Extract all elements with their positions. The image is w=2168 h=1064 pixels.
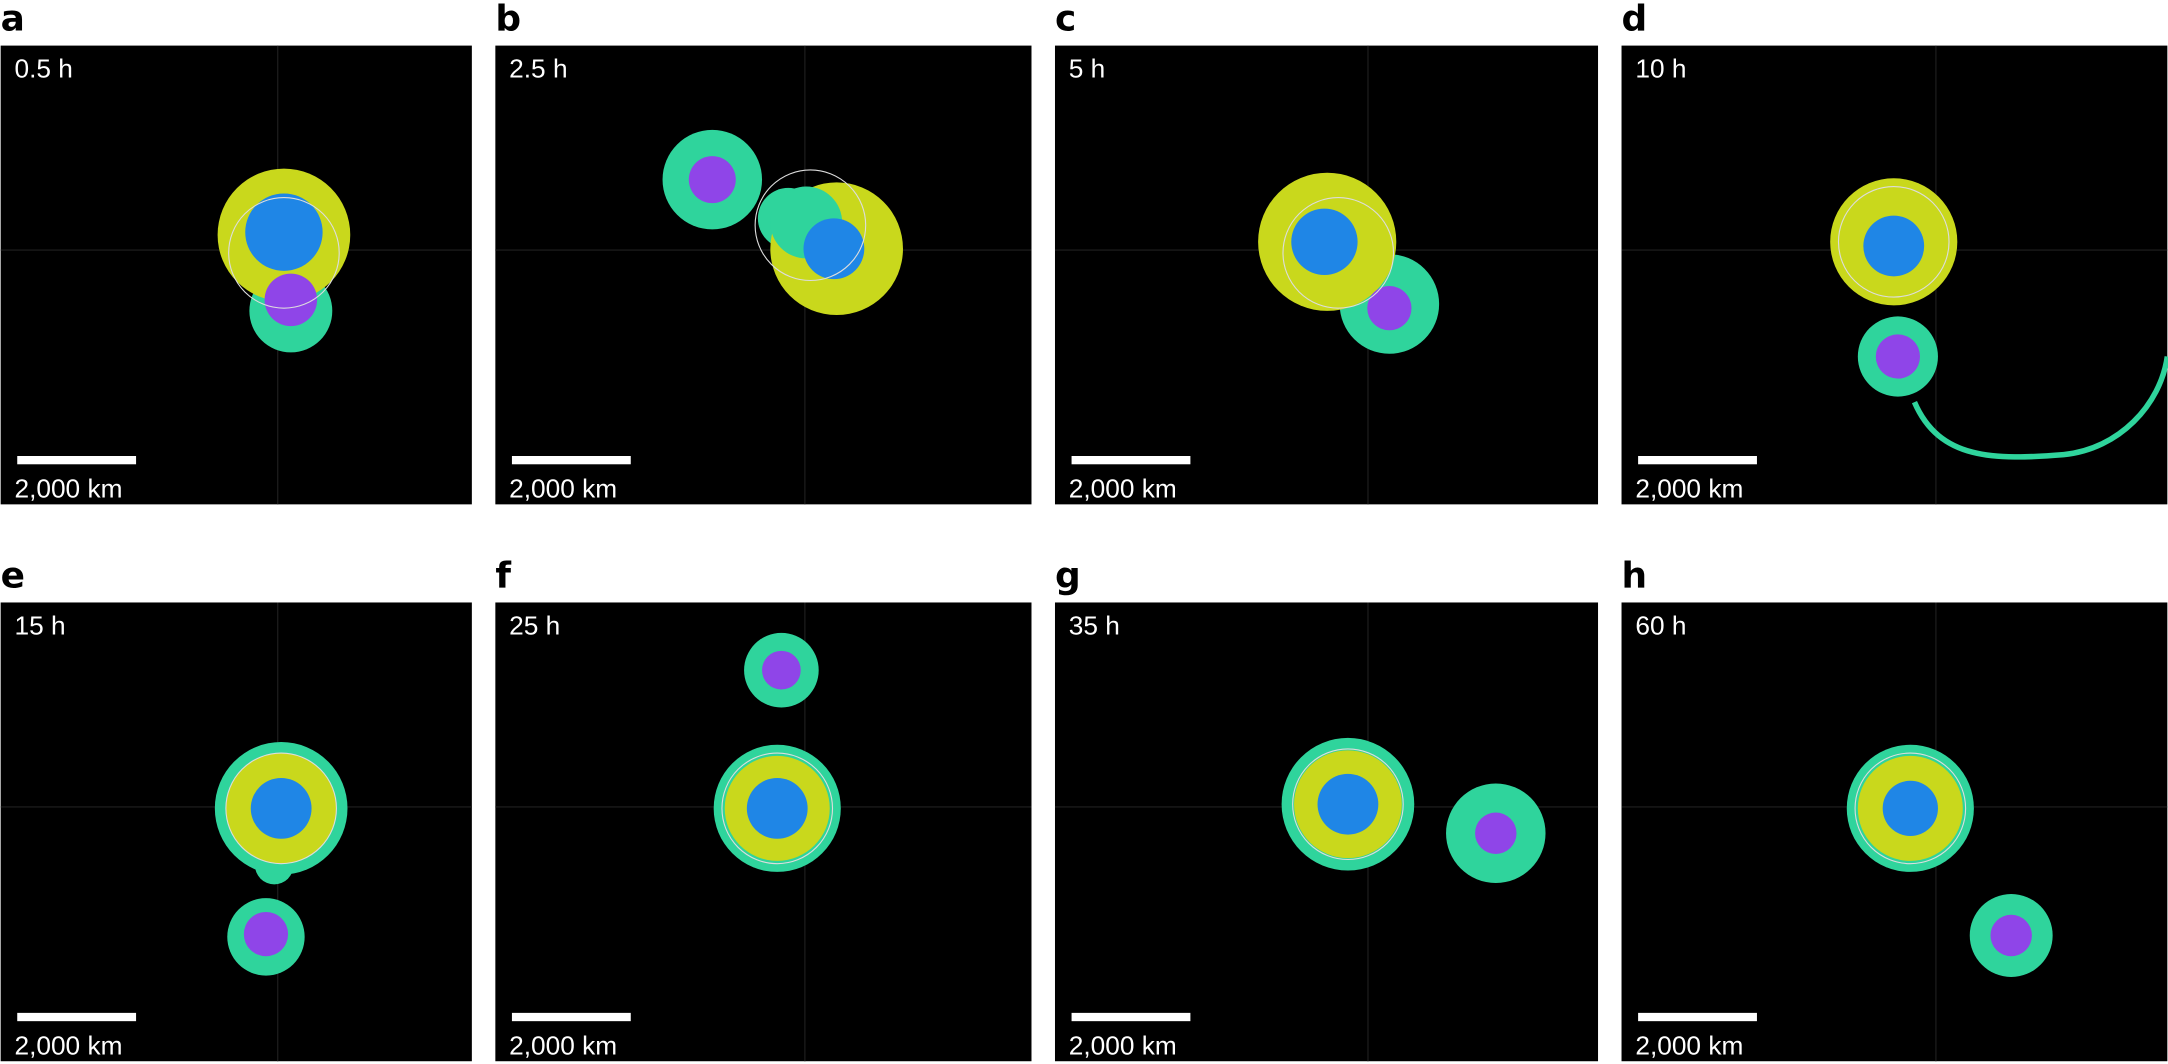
scale-label: 2,000 km — [1635, 1030, 1743, 1060]
panel-letter: f — [495, 555, 511, 596]
panel: 0.5 h 2,000 km — [0, 45, 472, 505]
scale-bar — [1638, 1012, 1757, 1022]
reference-ring — [754, 169, 867, 282]
time-label: 5 h — [1069, 53, 1106, 83]
scale-label: 2,000 km — [1069, 473, 1177, 503]
scale-bar — [17, 456, 137, 465]
scale-label: 2,000 km — [14, 1030, 122, 1060]
panel-background — [495, 45, 1032, 505]
reference-ring — [1292, 748, 1404, 861]
body-layer — [250, 777, 312, 839]
panel-letter: c — [1055, 0, 1076, 39]
reference-ring — [1837, 185, 1950, 298]
panel-letter: e — [1, 555, 25, 596]
body-layer — [1875, 334, 1920, 379]
reference-ring — [228, 197, 340, 309]
scale-bar — [1638, 456, 1757, 465]
panel-letter: d — [1622, 0, 1648, 39]
time-label: 15 h — [14, 610, 65, 640]
panel: 5 h 2,000 km — [1054, 45, 1599, 505]
body-layer — [1367, 286, 1412, 331]
panel-letter: h — [1622, 555, 1648, 596]
panel: 25 h 2,000 km — [495, 602, 1032, 1062]
body-layer — [243, 912, 289, 957]
panel-letter: b — [495, 0, 521, 39]
scale-bar — [1071, 1012, 1191, 1022]
reference-ring — [225, 752, 337, 865]
panel: 35 h 2,000 km — [1054, 602, 1599, 1062]
body-layer — [1882, 780, 1938, 836]
reference-ring — [1854, 752, 1967, 865]
time-label: 2.5 h — [509, 53, 567, 83]
scale-label: 2,000 km — [1635, 473, 1743, 503]
body-layer — [762, 650, 801, 690]
body-layer — [1990, 914, 2032, 957]
body-layer — [1317, 773, 1379, 835]
scale-label: 2,000 km — [14, 473, 122, 503]
body-layer — [803, 218, 865, 280]
time-label: 60 h — [1635, 610, 1686, 640]
panel-letter: a — [1, 0, 25, 39]
scale-bar — [1071, 456, 1191, 465]
body-layer — [1475, 812, 1517, 854]
body-layer — [688, 156, 736, 204]
body-layer — [1863, 215, 1925, 277]
scale-bar — [511, 456, 631, 465]
scale-label: 2,000 km — [509, 1030, 617, 1060]
reference-ring — [1282, 197, 1395, 309]
time-label: 10 h — [1635, 53, 1686, 83]
body-layer — [746, 777, 808, 839]
panel: 60 h 2,000 km — [1621, 602, 2168, 1062]
scale-label: 2,000 km — [509, 473, 617, 503]
time-label: 0.5 h — [14, 53, 72, 83]
reference-ring — [721, 752, 834, 865]
scale-label: 2,000 km — [1069, 1030, 1177, 1060]
body-layer — [264, 273, 318, 327]
debris-tail — [1911, 356, 2168, 460]
panel: 15 h 2,000 km — [0, 602, 472, 1062]
body-layer — [1291, 208, 1358, 275]
panel: 2.5 h 2,000 km — [495, 45, 1032, 505]
panel-letter: g — [1055, 555, 1081, 596]
panel: 10 h 2,000 km — [1621, 45, 2168, 505]
scale-bar — [17, 1012, 137, 1022]
time-label: 25 h — [509, 610, 560, 640]
body-layer — [245, 193, 323, 271]
time-label: 35 h — [1069, 610, 1120, 640]
scale-bar — [511, 1012, 631, 1022]
